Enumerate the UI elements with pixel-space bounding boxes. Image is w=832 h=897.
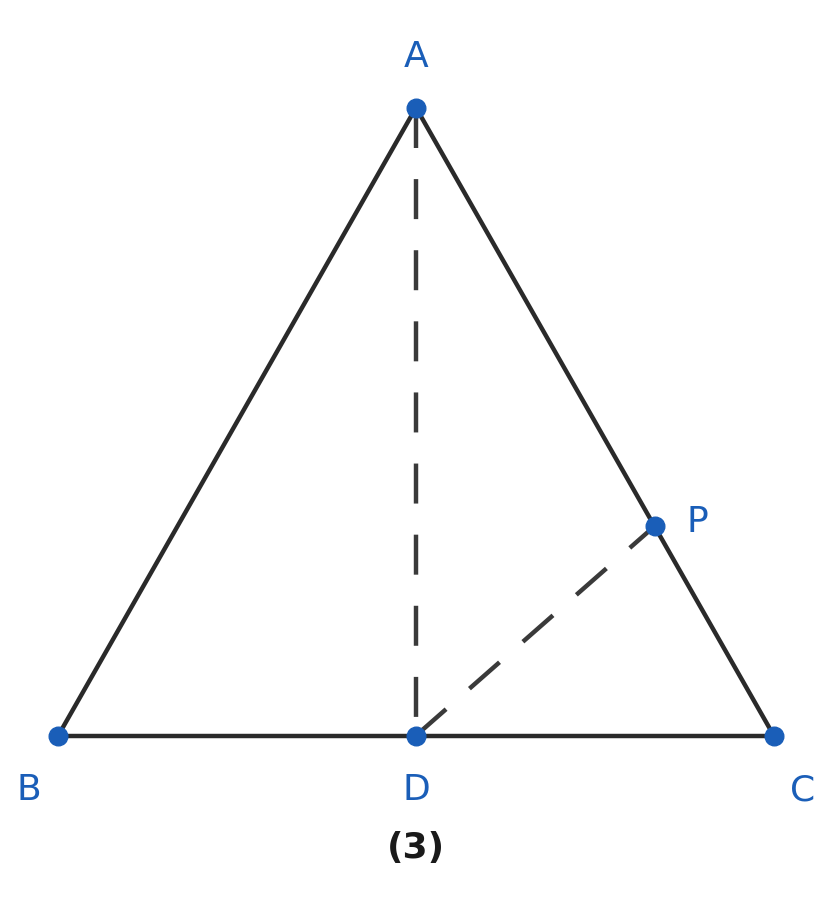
Point xyxy=(648,519,661,534)
Text: (3): (3) xyxy=(387,831,445,865)
Point xyxy=(767,728,780,743)
Text: D: D xyxy=(402,773,430,807)
Point xyxy=(409,100,423,115)
Point xyxy=(409,728,423,743)
Text: B: B xyxy=(17,773,42,807)
Point xyxy=(52,728,65,743)
Text: A: A xyxy=(404,39,428,74)
Text: C: C xyxy=(790,773,815,807)
Text: P: P xyxy=(686,505,708,539)
